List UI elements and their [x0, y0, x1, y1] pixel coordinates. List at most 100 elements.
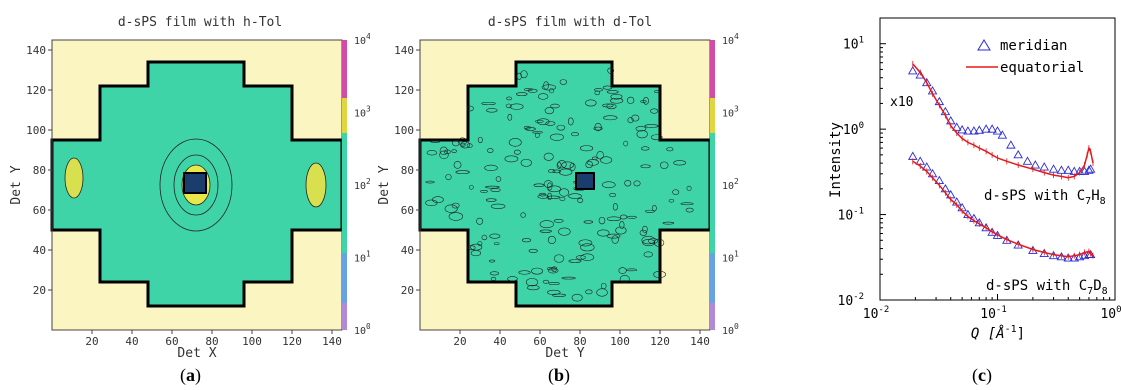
- contour-blob: [557, 160, 567, 169]
- y-tick-label: 80: [401, 164, 414, 177]
- x-tick-label: 20: [85, 335, 98, 348]
- contour-blob: [602, 103, 614, 108]
- contour-blob: [485, 198, 497, 202]
- contour-blob: [466, 143, 473, 148]
- contour-blob: [493, 242, 500, 245]
- contour-blob: [623, 140, 629, 147]
- contour-blob: [585, 160, 593, 169]
- contour-blob: [544, 107, 555, 115]
- contour-blob: [481, 234, 488, 241]
- meridian-point: [997, 130, 1008, 139]
- contour-blob: [549, 133, 564, 141]
- contour-blob: [470, 243, 483, 251]
- y-ticks: 20 40 60 80 100 120 140: [26, 44, 52, 297]
- contour-blob: [508, 138, 522, 147]
- meridian-point: [992, 126, 1003, 135]
- contour-blob: [429, 139, 441, 143]
- contour-blob: [640, 164, 651, 169]
- contour-blob: [642, 239, 656, 247]
- contour-blob: [668, 198, 675, 203]
- meridian-point: [1048, 164, 1059, 173]
- caption-c: (c): [972, 365, 992, 385]
- y-tick-label: 20: [33, 284, 46, 297]
- y-tick-label: 60: [401, 204, 414, 217]
- contour-blob: [556, 161, 562, 169]
- contour-blob: [636, 130, 648, 139]
- contour-blob: [476, 217, 484, 225]
- contour-blob: [607, 67, 614, 74]
- meridian-point: [1069, 253, 1080, 262]
- contour-blob: [480, 190, 488, 193]
- contour-blob: [451, 149, 457, 153]
- meridian-point: [987, 124, 997, 133]
- meridian-point: [1084, 165, 1094, 174]
- x-tick-label: 60: [533, 335, 546, 348]
- contour-blob: [650, 108, 659, 114]
- contour-blob: [520, 212, 526, 218]
- meridian-point: [957, 124, 967, 134]
- contour-blob: [553, 254, 565, 263]
- contour-blob: [600, 282, 607, 290]
- contour-blob: [516, 92, 528, 96]
- contour-blob: [532, 130, 543, 134]
- colorbar-tick-label: 103: [354, 105, 370, 120]
- y-axis-label: Det Y: [377, 165, 392, 204]
- heatmap-panel-a: d-sPS film with h-Tol 20 40 60 80 100 120 140 …: [9, 15, 370, 360]
- contour-blob: [601, 181, 616, 189]
- y-axis-label: Det Y: [9, 165, 24, 204]
- contour-blob: [643, 97, 649, 105]
- contour-blob: [489, 233, 501, 239]
- x-tick-label: 10-2: [863, 305, 890, 322]
- x-axis-label: Det X: [177, 346, 216, 360]
- contour-blob: [524, 88, 533, 91]
- x-tick-label: 100: [242, 335, 262, 348]
- data-series: [907, 60, 1096, 262]
- y-tick-label: 100: [394, 124, 414, 137]
- meridian-point: [1039, 162, 1050, 171]
- contour-blob: [537, 118, 550, 126]
- contour-blob: [486, 148, 494, 153]
- contour-blob: [528, 248, 538, 253]
- contour-blob: [640, 146, 650, 151]
- contour-blob: [666, 147, 674, 152]
- contour-blob: [570, 132, 579, 137]
- x-tick-label: 100: [1100, 305, 1121, 322]
- contour-blob: [477, 136, 483, 144]
- contour-blob: [627, 117, 634, 124]
- contour-blob: [662, 221, 675, 225]
- contour-blob: [514, 149, 521, 155]
- meridian-point: [1030, 160, 1041, 169]
- meridian-point: [1056, 165, 1067, 174]
- contour-blob: [549, 88, 555, 94]
- contour-blob: [610, 93, 623, 100]
- x-tick-label: 80: [205, 335, 218, 348]
- contour-blob: [542, 279, 550, 284]
- x-ticks: 20 40 60 80 100 120 140: [453, 330, 710, 348]
- contour-blob: [653, 238, 665, 247]
- contour-blob: [520, 158, 532, 167]
- x-tick-label: 100: [610, 335, 630, 348]
- contour-blob: [680, 202, 694, 206]
- colorbar-tick-label: 102: [354, 177, 370, 192]
- meridian-point: [992, 230, 1003, 239]
- contour-blob: [558, 168, 573, 176]
- contour-blob: [633, 180, 641, 187]
- contour-blob: [488, 259, 496, 263]
- contour-blob: [618, 267, 627, 274]
- colorbar-ticks: 100 101 102 103 104: [722, 32, 739, 337]
- contour-blob: [439, 146, 448, 156]
- contour-blob: [579, 145, 594, 152]
- contour-blob: [445, 173, 452, 181]
- contour-blob: [506, 96, 512, 101]
- colorbar-tick-label: 100: [722, 322, 739, 337]
- contour-blob: [539, 192, 547, 197]
- contour-blob: [467, 245, 476, 251]
- series-line-equatorial: [912, 63, 1094, 179]
- contour-blob: [466, 105, 474, 112]
- contour-blob: [525, 127, 536, 131]
- contour-blob: [539, 229, 552, 233]
- meridian-point: [981, 124, 991, 133]
- contour-blob: [606, 90, 619, 94]
- colorbar-tick-label: 103: [722, 105, 739, 120]
- contour-blob: [619, 214, 628, 220]
